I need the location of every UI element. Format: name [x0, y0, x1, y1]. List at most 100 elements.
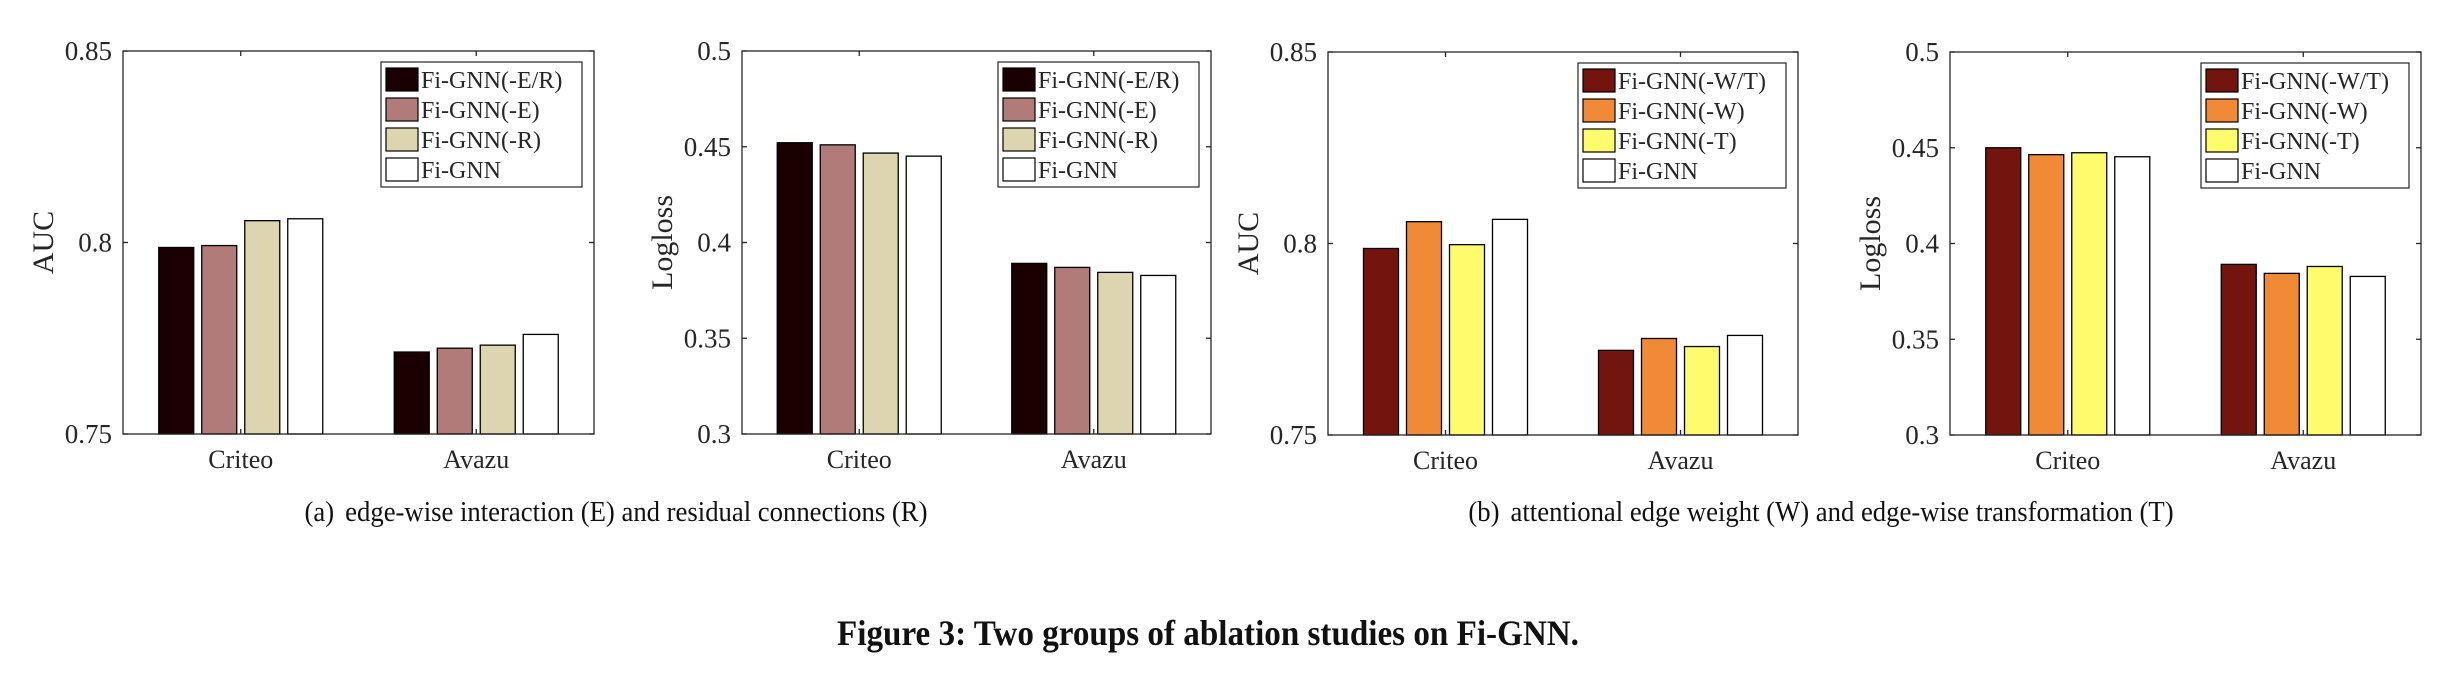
- bar-avazu-1: [2220, 263, 2257, 436]
- chart-2: 0.3 0.35 0.4 0.45 0.5 Criteo Avazu Logloss Fi-GN…: [646, 36, 1212, 474]
- chart-3: 0.75 0.8 0.85 Criteo Avazu AUC Fi-GNN(-W/T) Fi-…: [1232, 37, 1799, 475]
- bar-criteo-3: [2071, 152, 2108, 436]
- legend-label-3: Fi-GNN(-T): [1618, 129, 1737, 155]
- bar-criteo-3: [244, 220, 281, 435]
- x-tick-label-avazu: Avazu: [1061, 445, 1127, 474]
- y-tick-label: 0.75: [65, 419, 112, 449]
- y-tick-label: 0.45: [684, 132, 731, 162]
- y-tick-label: 0.85: [1270, 37, 1317, 67]
- bar-avazu-2: [436, 347, 473, 435]
- y-tick-label: 0.75: [1270, 420, 1317, 450]
- bar-criteo-3: [1448, 243, 1486, 436]
- legend-swatch-1: [1002, 67, 1036, 92]
- legend-swatch-3: [1582, 128, 1616, 153]
- y-axis-label: AUC: [1232, 212, 1265, 275]
- y-tick-label: 0.85: [65, 36, 112, 66]
- legend-swatch-4: [1582, 158, 1616, 183]
- legend-label-3: Fi-GNN(-T): [2241, 129, 2360, 155]
- y-tick-label: 0.3: [697, 419, 731, 449]
- bar-criteo-4: [1491, 218, 1529, 436]
- y-axis-label: AUC: [27, 211, 60, 274]
- legend-swatch-4: [1002, 157, 1036, 182]
- subcaption-a-text: edge-wise interaction (E) and residual c…: [345, 496, 928, 528]
- x-tick-label-avazu: Avazu: [1648, 446, 1714, 475]
- legend-label-4: Fi-GNN: [1038, 158, 1118, 184]
- chart-4: 0.3 0.35 0.4 0.45 0.5 Criteo Avazu Logloss Fi-GN…: [1854, 37, 2422, 475]
- legend: Fi-GNN(-E/R) Fi-GNN(-E) Fi-GNN(-R) Fi-GNN: [997, 61, 1200, 188]
- bar-criteo-1: [776, 142, 813, 435]
- legend-label-2: Fi-GNN(-E): [421, 98, 540, 124]
- y-tick-label: 0.5: [1905, 37, 1939, 67]
- legend-swatch-4: [2205, 158, 2239, 183]
- bar-criteo-4: [287, 218, 324, 435]
- legend-label-1: Fi-GNN(-E/R): [1038, 68, 1179, 94]
- y-tick-label: 0.35: [1892, 324, 1939, 354]
- legend-label-1: Fi-GNN(-W/T): [1618, 69, 1766, 95]
- x-tick-label-criteo: Criteo: [827, 445, 892, 474]
- bar-avazu-3: [2306, 265, 2343, 436]
- bar-avazu-4: [1726, 334, 1764, 436]
- legend-swatch-4: [385, 157, 419, 182]
- legend: Fi-GNN(-W/T) Fi-GNN(-W) Fi-GNN(-T) Fi-GNN: [2200, 62, 2410, 189]
- chart-1: 0.75 0.8 0.85 Criteo Avazu AUC Fi-GNN(-E/R) Fi-…: [27, 36, 595, 474]
- bar-avazu-1: [1597, 349, 1635, 436]
- legend: Fi-GNN(-W/T) Fi-GNN(-W) Fi-GNN(-T) Fi-GNN: [1577, 62, 1787, 189]
- legend-swatch-2: [385, 97, 419, 122]
- y-tick-label: 0.45: [1892, 133, 1939, 163]
- bar-criteo-2: [2028, 153, 2065, 436]
- bar-avazu-4: [2349, 275, 2386, 436]
- subcaption-b-text: attentional edge weight (W) and edge-wis…: [1510, 496, 2174, 528]
- legend-label-2: Fi-GNN(-W): [2241, 99, 2368, 125]
- legend-label-3: Fi-GNN(-R): [421, 128, 541, 154]
- bar-avazu-3: [479, 344, 516, 435]
- x-tick-label-avazu: Avazu: [443, 445, 509, 474]
- y-axis-label: Logloss: [1854, 196, 1887, 291]
- x-tick-label-criteo: Criteo: [1413, 446, 1478, 475]
- bar-criteo-4: [2114, 156, 2151, 436]
- legend-swatch-2: [2205, 98, 2239, 123]
- bar-criteo-4: [905, 155, 942, 435]
- y-tick-label: 0.4: [697, 228, 731, 258]
- subcaption-a: (a) edge-wise interaction (E) and residua…: [257, 496, 975, 529]
- y-tick-label: 0.8: [1283, 229, 1317, 259]
- legend-swatch-3: [385, 127, 419, 152]
- bar-avazu-2: [1054, 266, 1091, 435]
- bar-avazu-3: [1097, 271, 1134, 435]
- bar-criteo-1: [1985, 147, 2022, 436]
- bar-criteo-1: [1362, 247, 1400, 436]
- bar-avazu-4: [1140, 274, 1177, 435]
- legend: Fi-GNN(-E/R) Fi-GNN(-E) Fi-GNN(-R) Fi-GNN: [380, 61, 583, 188]
- bar-avazu-2: [1640, 337, 1678, 436]
- y-tick-label: 0.8: [78, 228, 112, 258]
- legend-label-2: Fi-GNN(-W): [1618, 99, 1745, 125]
- y-tick-label: 0.3: [1905, 420, 1939, 450]
- x-tick-label-criteo: Criteo: [208, 445, 273, 474]
- legend-swatch-1: [1582, 68, 1616, 93]
- bar-criteo-1: [158, 246, 195, 435]
- legend-label-1: Fi-GNN(-W/T): [2241, 69, 2389, 95]
- figure-title: Figure 3: Two groups of ablation studies…: [837, 613, 1579, 653]
- bar-criteo-2: [201, 244, 238, 435]
- bar-criteo-3: [862, 152, 899, 435]
- legend-swatch-1: [385, 67, 419, 92]
- legend-swatch-3: [1002, 127, 1036, 152]
- y-tick-label: 0.5: [697, 36, 731, 66]
- bar-avazu-2: [2263, 272, 2300, 436]
- bar-avazu-1: [393, 351, 430, 435]
- bar-avazu-4: [522, 333, 559, 435]
- legend-label-3: Fi-GNN(-R): [1038, 128, 1158, 154]
- y-tick-label: 0.35: [684, 323, 731, 353]
- subcaption-b: (b) attentional edge weight (W) and edge-…: [1412, 496, 2231, 529]
- x-tick-label-criteo: Criteo: [2035, 446, 2100, 475]
- subcaption-a-tag: (a): [304, 496, 335, 528]
- legend-swatch-2: [1582, 98, 1616, 123]
- bar-avazu-3: [1683, 345, 1721, 436]
- legend-label-2: Fi-GNN(-E): [1038, 98, 1157, 124]
- bar-criteo-2: [1405, 221, 1443, 436]
- subcaption-b-tag: (b): [1468, 496, 1500, 528]
- bar-criteo-2: [819, 144, 856, 435]
- legend-label-1: Fi-GNN(-E/R): [421, 68, 562, 94]
- x-tick-label-avazu: Avazu: [2270, 446, 2336, 475]
